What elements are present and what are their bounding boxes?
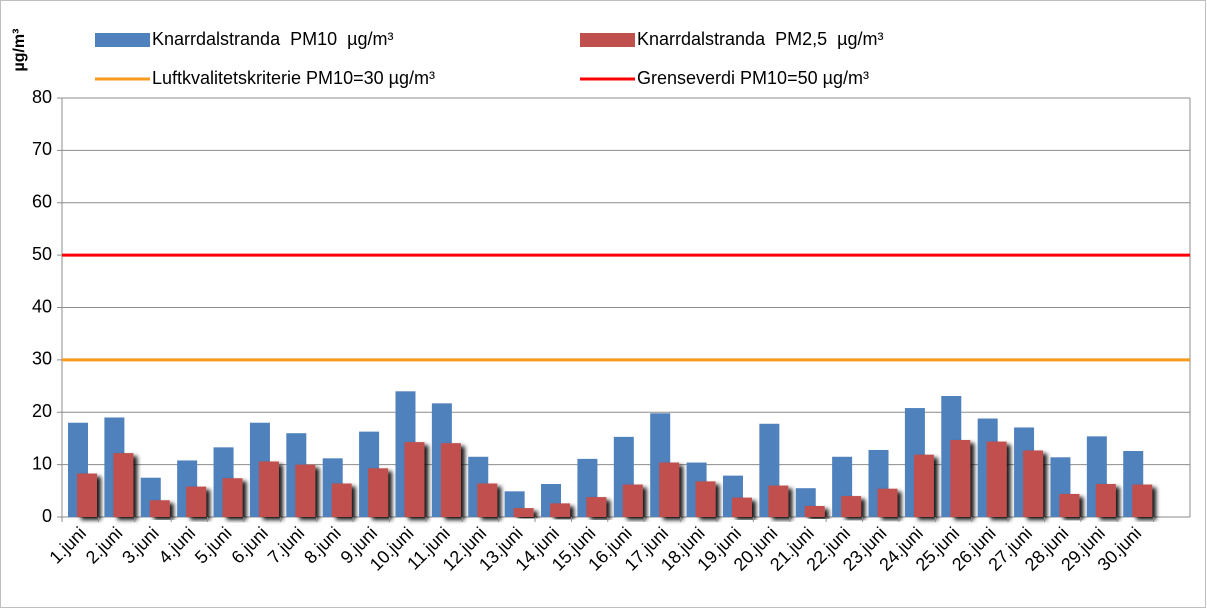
y-tick-label: 30	[32, 349, 52, 369]
bar	[1095, 484, 1116, 517]
bar	[1132, 484, 1153, 517]
bar	[622, 484, 643, 517]
bar	[149, 500, 170, 517]
legend-label: Knarrdalstranda PM2,5 µg/m³	[637, 29, 883, 49]
bar	[513, 508, 534, 517]
legend-label: Knarrdalstranda PM10 µg/m³	[152, 29, 393, 49]
bar	[186, 486, 207, 517]
y-tick-label: 40	[32, 296, 52, 316]
bar	[404, 442, 425, 517]
y-tick-label: 20	[32, 401, 52, 421]
bar	[113, 453, 134, 517]
bar	[731, 497, 752, 517]
bar	[950, 440, 971, 517]
bar	[295, 464, 316, 517]
y-tick-label: 0	[42, 506, 52, 526]
bar	[841, 496, 862, 517]
y-tick-label: 10	[32, 453, 52, 473]
y-tick-label: 60	[32, 192, 52, 212]
bar	[1023, 450, 1044, 517]
bar	[331, 483, 352, 517]
bar	[586, 497, 607, 517]
bar	[804, 506, 825, 517]
bar	[550, 503, 571, 517]
bar	[368, 468, 389, 517]
y-tick-label: 50	[32, 244, 52, 264]
bar	[440, 443, 461, 517]
bar	[913, 454, 934, 517]
bar	[77, 473, 97, 517]
bar	[695, 481, 716, 517]
bar	[768, 485, 789, 517]
legend-swatch	[95, 33, 150, 47]
bar	[477, 483, 498, 517]
bar	[258, 461, 279, 517]
legend-swatch	[580, 33, 635, 47]
y-axis-label: µg/m³	[11, 29, 28, 72]
bar	[1059, 493, 1080, 517]
bar	[659, 462, 680, 517]
bar	[986, 441, 1007, 517]
bar	[222, 478, 243, 517]
y-tick-label: 70	[32, 139, 52, 159]
bar	[877, 488, 898, 517]
y-tick-label: 80	[32, 87, 52, 107]
legend-label: Grenseverdi PM10=50 µg/m³	[637, 68, 869, 88]
legend-label: Luftkvalitetskriterie PM10=30 µg/m³	[152, 68, 435, 88]
